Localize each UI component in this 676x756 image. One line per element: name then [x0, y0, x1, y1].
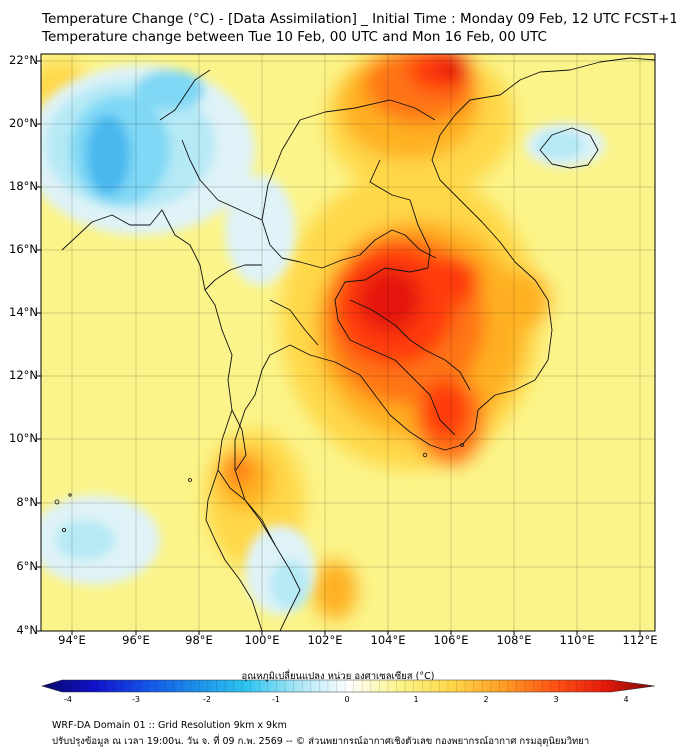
- footer-model-info: WRF-DA Domain 01 :: Grid Resolution 9km …: [52, 720, 287, 731]
- lat-label-8: 8°N: [16, 495, 38, 509]
- lat-label-4: 4°N: [16, 623, 38, 637]
- lon-label-112: 112°E: [622, 633, 658, 647]
- lon-label-98: 98°E: [185, 633, 213, 647]
- lat-label-18: 18°N: [9, 179, 38, 193]
- lon-label-104: 104°E: [370, 633, 406, 647]
- colorbar-tick-m3: -3: [132, 695, 140, 704]
- lat-label-20: 20°N: [9, 116, 38, 130]
- lon-label-110: 110°E: [559, 633, 595, 647]
- colorbar-tick-0: 0: [344, 695, 350, 704]
- lon-label-96: 96°E: [122, 633, 150, 647]
- lat-label-14: 14°N: [9, 305, 38, 319]
- axis-ticks: [37, 60, 641, 635]
- footer-update-info: ปรับปรุงข้อมูล ณ เวลา 19:00น. วัน จ. ที่…: [52, 736, 590, 747]
- chart-subtitle: Temperature change between Tue 10 Feb, 0…: [42, 29, 547, 45]
- map-field: [41, 54, 655, 631]
- colorbar-tick-2: 2: [483, 695, 489, 704]
- colorbar: [40, 679, 656, 693]
- colorbar-tick-3: 3: [553, 695, 559, 704]
- lat-label-16: 16°N: [9, 242, 38, 256]
- lat-label-12: 12°N: [9, 368, 38, 382]
- chart-title: Temperature Change (°C) - [Data Assimila…: [42, 11, 676, 27]
- colorbar-tick-m4: -4: [64, 695, 72, 704]
- colorbar-fill: [40, 679, 656, 693]
- lat-label-22: 22°N: [9, 53, 38, 67]
- coastlines-and-borders: [61, 57, 655, 631]
- lon-label-94: 94°E: [58, 633, 86, 647]
- lat-label-10: 10°N: [9, 431, 38, 445]
- map-frame: [40, 53, 656, 632]
- lat-label-6: 6°N: [16, 559, 38, 573]
- lon-label-108: 108°E: [496, 633, 532, 647]
- islands: [54, 443, 464, 533]
- lon-label-106: 106°E: [433, 633, 469, 647]
- colorbar-tick-1: 1: [413, 695, 419, 704]
- colorbar-title: อุณหภูมิเปลี่ยนแปลง หน่วย องศาเซลเซียส (…: [241, 671, 435, 682]
- grid-lines: [41, 54, 655, 631]
- colorbar-tick-m1: -1: [272, 695, 280, 704]
- lon-label-100: 100°E: [244, 633, 280, 647]
- cool-anomaly-layer: [41, 65, 605, 615]
- lon-label-102: 102°E: [307, 633, 343, 647]
- colorbar-tick-m2: -2: [203, 695, 211, 704]
- colorbar-tick-4: 4: [623, 695, 629, 704]
